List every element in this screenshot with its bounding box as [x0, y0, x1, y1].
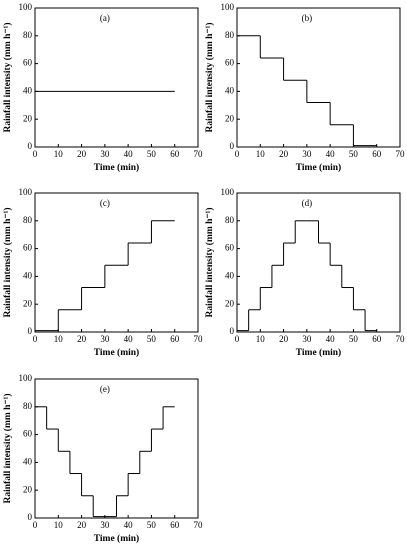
plot-frame	[34, 192, 199, 333]
x-tick-label: 10	[256, 334, 266, 344]
plot-frame	[34, 378, 199, 519]
x-tick-label: 40	[124, 520, 134, 530]
y-tick-label: 20	[23, 484, 33, 494]
y-tick-label: 20	[225, 298, 235, 308]
y-tick-label: 80	[225, 215, 235, 225]
x-tick-label: 0	[33, 334, 38, 344]
y-tick-label: 60	[23, 58, 33, 68]
x-tick-label: 20	[279, 149, 289, 159]
x-tick-label: 40	[326, 149, 336, 159]
panel: 0 10 20 30 40 50 60 70 0 20 40 60 80 100 Time (min) Rai…	[2, 2, 203, 173]
y-axis-label: Rainfall intensity (mm h⁻¹)	[2, 394, 13, 504]
x-tick-label: 30	[100, 334, 110, 344]
y-axis-label: Rainfall intensity (mm h⁻¹)	[2, 23, 13, 133]
y-tick-label: 40	[23, 270, 33, 280]
y-tick-label: 80	[225, 30, 235, 40]
y-tick-label: 80	[23, 30, 33, 40]
x-tick-label: 10	[256, 149, 266, 159]
y-tick-label: 60	[225, 58, 235, 68]
y-tick-label: 100	[19, 187, 33, 197]
y-tick-label: 40	[225, 270, 235, 280]
x-tick-label: 10	[54, 334, 64, 344]
x-tick-label: 10	[54, 149, 64, 159]
panel: 0 10 20 30 40 50 60 70 0 20 40 60 80 100 Time (min) Rai…	[2, 187, 203, 358]
y-tick-label: 80	[23, 401, 33, 411]
x-tick-label: 50	[349, 334, 359, 344]
panel-annotation: (c)	[100, 198, 110, 208]
x-axis-label: Time (min)	[94, 533, 139, 544]
x-tick-label: 60	[170, 520, 180, 530]
panel: 0 10 20 30 40 50 60 70 0 20 40 60 80 100 Time (min) Rai…	[2, 373, 203, 544]
x-tick-label: 40	[326, 334, 336, 344]
x-tick-label: 70	[194, 334, 204, 344]
x-tick-label: 70	[396, 334, 406, 344]
x-tick-label: 70	[194, 149, 204, 159]
x-tick-label: 20	[77, 520, 87, 530]
x-axis-label: Time (min)	[94, 162, 139, 173]
x-tick-label: 40	[124, 334, 134, 344]
y-tick-label: 100	[221, 2, 235, 12]
x-tick-label: 30	[302, 334, 312, 344]
x-tick-label: 30	[302, 149, 312, 159]
y-tick-label: 20	[23, 298, 33, 308]
x-tick-label: 40	[124, 149, 134, 159]
x-tick-label: 20	[77, 334, 87, 344]
y-tick-label: 0	[230, 141, 235, 151]
panel: 0 10 20 30 40 50 60 70 0 20 40 60 80 100 Time (min) Rai…	[204, 2, 405, 173]
x-tick-label: 20	[77, 149, 87, 159]
panel: 0 10 20 30 40 50 60 70 0 20 40 60 80 100 Time (min) Rai…	[204, 187, 405, 358]
panel-annotation: (a)	[100, 13, 110, 23]
x-tick-label: 50	[147, 520, 157, 530]
y-tick-label: 100	[19, 373, 33, 383]
x-tick-label: 0	[235, 334, 240, 344]
y-tick-label: 60	[23, 429, 33, 439]
y-axis-label: Rainfall intensity (mm h⁻¹)	[2, 208, 13, 318]
x-tick-label: 50	[147, 149, 157, 159]
x-tick-label: 30	[100, 520, 110, 530]
y-tick-label: 0	[28, 326, 33, 336]
x-tick-label: 70	[396, 149, 406, 159]
panel-annotation: (d)	[302, 198, 313, 208]
y-axis-label: Rainfall intensity (mm h⁻¹)	[204, 23, 215, 133]
y-tick-label: 0	[28, 512, 33, 522]
y-tick-label: 100	[221, 187, 235, 197]
x-tick-label: 70	[194, 520, 204, 530]
panel-annotation: (b)	[302, 13, 313, 23]
y-axis-label: Rainfall intensity (mm h⁻¹)	[204, 208, 215, 318]
y-tick-label: 80	[23, 215, 33, 225]
plot-frame	[236, 7, 401, 148]
x-tick-label: 0	[33, 520, 38, 530]
x-tick-label: 60	[170, 334, 180, 344]
x-axis-label: Time (min)	[296, 162, 341, 173]
y-tick-label: 20	[23, 113, 33, 123]
y-tick-label: 40	[225, 85, 235, 95]
y-tick-label: 0	[230, 326, 235, 336]
x-axis-label: Time (min)	[296, 347, 341, 358]
x-tick-label: 10	[54, 520, 64, 530]
panel-annotation: (e)	[100, 384, 110, 394]
y-tick-label: 0	[28, 141, 33, 151]
plot-frame	[34, 7, 199, 148]
x-tick-label: 50	[349, 149, 359, 159]
y-tick-label: 40	[23, 456, 33, 466]
x-tick-label: 60	[170, 149, 180, 159]
x-tick-label: 60	[372, 149, 382, 159]
y-tick-label: 40	[23, 85, 33, 95]
x-tick-label: 30	[100, 149, 110, 159]
x-tick-label: 20	[279, 334, 289, 344]
y-tick-label: 60	[23, 243, 33, 253]
x-tick-label: 50	[147, 334, 157, 344]
y-tick-label: 60	[225, 243, 235, 253]
x-tick-label: 0	[235, 149, 240, 159]
plot-frame	[236, 192, 401, 333]
x-axis-label: Time (min)	[94, 347, 139, 358]
y-tick-label: 20	[225, 113, 235, 123]
y-tick-label: 100	[19, 2, 33, 12]
x-tick-label: 60	[372, 334, 382, 344]
x-tick-label: 0	[33, 149, 38, 159]
